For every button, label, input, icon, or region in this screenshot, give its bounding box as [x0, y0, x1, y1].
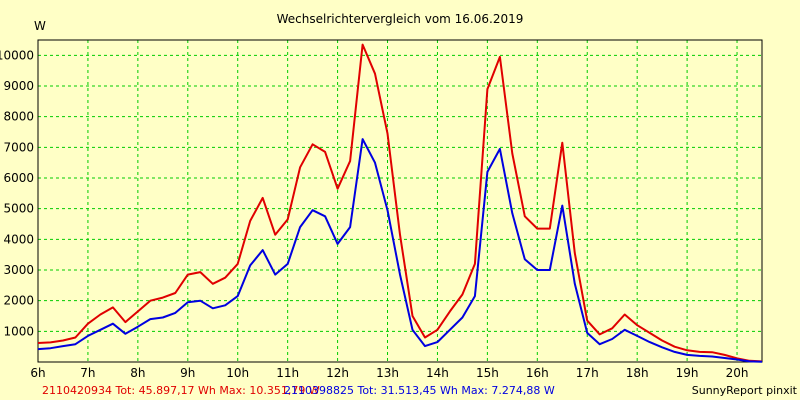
- x-tick-label: 17h: [576, 366, 599, 380]
- x-tick-label: 10h: [226, 366, 249, 380]
- y-tick-label: 7000: [3, 140, 34, 154]
- series-line-1: [37, 43, 763, 363]
- x-tick-label: 14h: [426, 366, 449, 380]
- chart-title: Wechselrichtervergleich vom 16.06.2019: [277, 12, 524, 26]
- series-lines: [37, 43, 763, 363]
- x-tick-label: 20h: [726, 366, 749, 380]
- x-axis-ticks: 6h 7h 8h 9h 10h 11h 12h 13h 14h 15h 16h 17h 18h 19h 20…: [30, 366, 748, 380]
- y-axis-ticks: 1000 2000 3000 4000 5000 6000 7000 8000 9000 1000…: [0, 48, 34, 338]
- x-tick-label: 15h: [476, 366, 499, 380]
- y-tick-label: 9000: [3, 79, 34, 93]
- x-tick-label: 18h: [626, 366, 649, 380]
- x-tick-label: 12h: [326, 366, 349, 380]
- legend-series-2: 2110398825 Tot: 31.513,45 Wh Max: 7.274,…: [284, 384, 555, 397]
- plot-area: [37, 39, 763, 363]
- y-tick-label: 8000: [3, 110, 34, 124]
- y-tick-label: 10000: [0, 48, 34, 62]
- y-tick-label: 2000: [3, 294, 34, 308]
- legend-series-1: 2110420934 Tot: 45.897,17 Wh Max: 10.351…: [42, 384, 320, 397]
- x-tick-label: 8h: [130, 366, 145, 380]
- y-tick-label: 6000: [3, 171, 34, 185]
- x-tick-label: 16h: [526, 366, 549, 380]
- x-tick-label: 11h: [276, 366, 299, 380]
- y-axis-unit-label: W: [34, 19, 46, 33]
- x-tick-label: 9h: [180, 366, 195, 380]
- x-tick-label: 6h: [30, 366, 45, 380]
- x-tick-label: 7h: [80, 366, 95, 380]
- y-tick-label: 4000: [3, 232, 34, 246]
- y-tick-label: 1000: [3, 324, 34, 338]
- x-tick-label: 13h: [376, 366, 399, 380]
- series-line-2: [37, 138, 763, 363]
- credit-label: SunnyReport pinxit: [692, 384, 798, 397]
- y-tick-label: 3000: [3, 263, 34, 277]
- y-tick-label: 5000: [3, 202, 34, 216]
- x-tick-label: 19h: [676, 366, 699, 380]
